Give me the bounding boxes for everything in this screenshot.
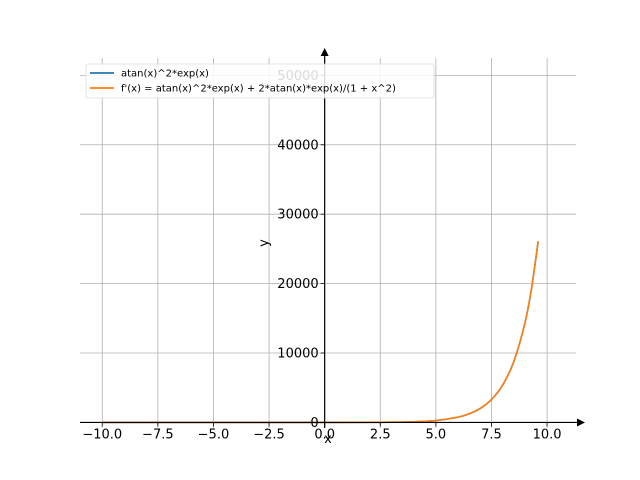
legend-label-1: atan(x)^2*exp(x): [121, 69, 209, 80]
y-tick-label: 0: [310, 416, 318, 431]
x-axis-label: x: [324, 432, 332, 447]
x-tick-label: −10.0: [82, 427, 122, 442]
x-tick-label: 7.5: [481, 427, 502, 442]
y-tick-label: 40000: [277, 138, 318, 153]
x-tick-label: 10.0: [533, 427, 562, 442]
x-axis-arrow: [577, 418, 585, 427]
legend-label-2: f'(x) = atan(x)^2*exp(x) + 2*atan(x)*exp…: [121, 84, 396, 95]
x-tick-label: −7.5: [142, 427, 174, 442]
y-tick-label: 10000: [277, 347, 318, 362]
y-axis-arrow: [320, 48, 329, 56]
x-tick-label: −5.0: [198, 427, 230, 442]
x-tick-label: 5.0: [426, 427, 447, 442]
legend: atan(x)^2*exp(x) f'(x) = atan(x)^2*exp(x)…: [85, 63, 435, 99]
x-tick-label: 2.5: [370, 427, 391, 442]
legend-box: [85, 63, 435, 99]
y-tick-label: 30000: [277, 208, 318, 223]
x-tick-label: −2.5: [253, 427, 285, 442]
y-axis-label: y: [257, 239, 272, 247]
x-tick-label: 0.0: [314, 427, 335, 442]
y-tick-label: 20000: [277, 277, 318, 292]
